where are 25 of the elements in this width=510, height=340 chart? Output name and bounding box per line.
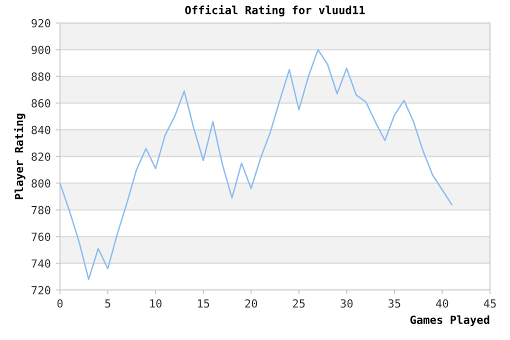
y-tick-label: 760	[32, 232, 50, 242]
y-tick-label: 860	[32, 99, 50, 108]
x-axis-title: Games Played	[410, 315, 490, 326]
x-tick-label: 0	[57, 299, 63, 308]
y-axis-title: Player Rating	[14, 114, 26, 200]
x-tick-label: 10	[150, 299, 162, 308]
x-tick-label: 40	[436, 299, 448, 308]
y-tick-label: 800	[32, 179, 50, 188]
y-tick-label: 820	[32, 152, 50, 161]
x-tick-label: 15	[198, 299, 210, 308]
y-tick-label: 900	[32, 46, 50, 54]
x-tick-label: 45	[484, 299, 496, 308]
y-tick-label: 920	[32, 19, 50, 28]
x-tick-label: 20	[245, 299, 258, 308]
line-series	[60, 49, 452, 280]
y-tick-label: 720	[32, 286, 50, 294]
x-tick-label: 5	[105, 299, 110, 308]
x-tick-label: 30	[340, 299, 353, 308]
y-tick-label: 780	[32, 206, 50, 214]
x-tick-label: 35	[388, 299, 400, 308]
chart-title: Official Rating for vluud11	[185, 5, 365, 16]
x-tick-label: 25	[293, 299, 305, 308]
y-tick-label: 840	[32, 126, 50, 134]
y-tick-label: 740	[32, 259, 50, 268]
y-tick-label: 880	[32, 72, 50, 81]
